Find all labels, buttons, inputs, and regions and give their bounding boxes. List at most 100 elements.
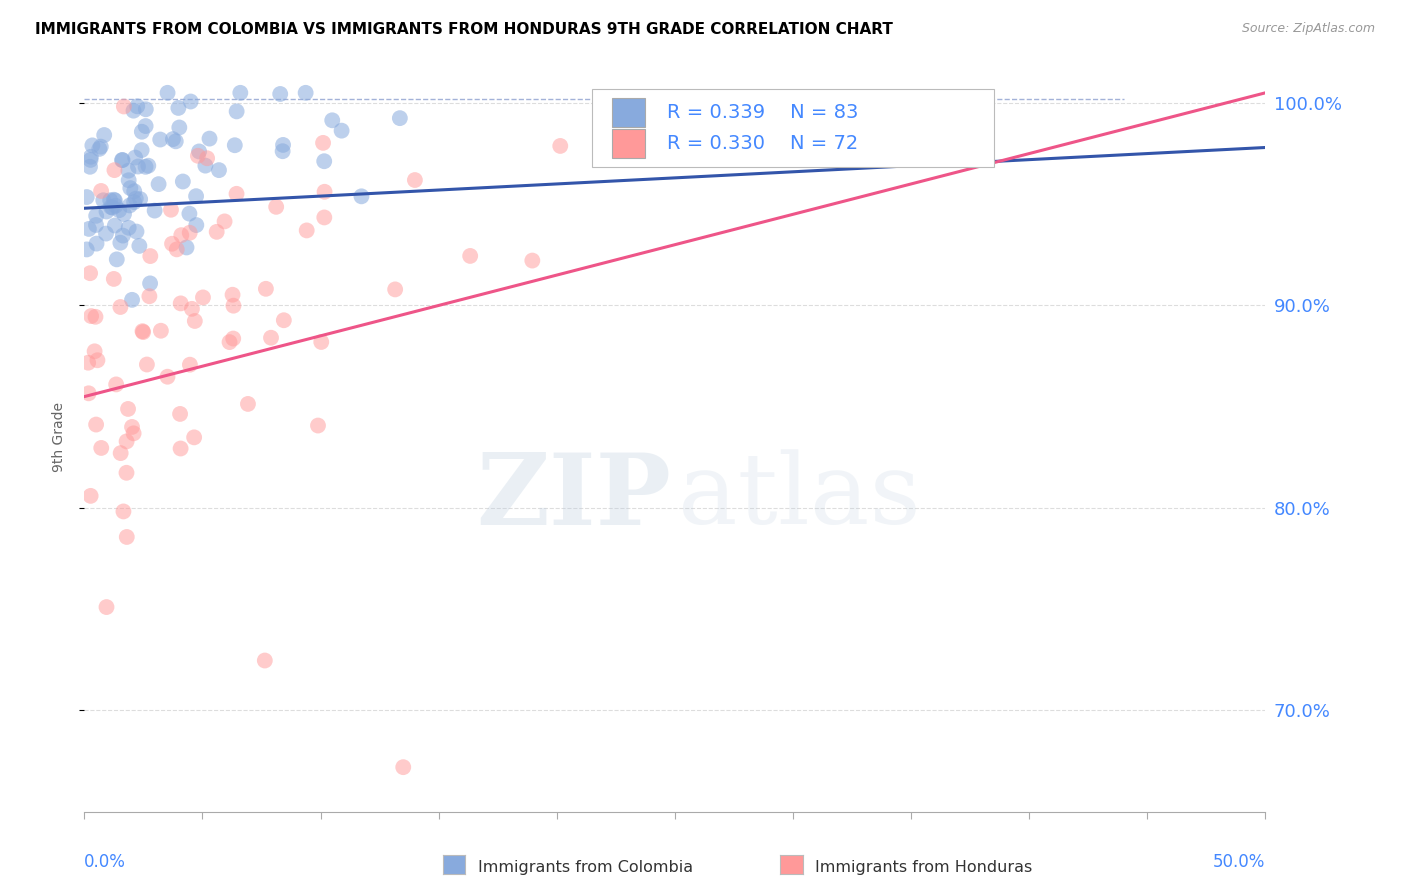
Point	[90, 139, 112, 153]
Point	[180, 95, 202, 109]
Point	[118, 220, 141, 235]
Point	[162, 132, 184, 146]
Point	[111, 153, 134, 167]
Point	[90, 441, 112, 455]
Point	[93, 128, 115, 142]
Point	[84, 417, 107, 432]
Point	[404, 173, 426, 187]
Point	[112, 504, 135, 518]
Point	[176, 240, 198, 254]
Point	[112, 207, 135, 221]
Text: Source: ZipAtlas.com: Source: ZipAtlas.com	[1241, 22, 1375, 36]
Point	[79, 489, 101, 503]
Point	[169, 442, 191, 456]
Point	[82, 138, 104, 153]
Text: 50.0%: 50.0%	[1213, 853, 1265, 871]
Point	[179, 226, 201, 240]
Point	[86, 353, 108, 368]
Point	[94, 227, 117, 241]
Point	[166, 243, 188, 257]
Point	[172, 174, 194, 188]
Point	[76, 190, 98, 204]
Point	[117, 163, 139, 178]
Point	[105, 252, 128, 267]
Point	[77, 222, 100, 236]
Point	[117, 401, 139, 416]
Point	[214, 214, 236, 228]
Point	[136, 159, 159, 173]
Point	[187, 149, 209, 163]
Point	[384, 282, 406, 296]
Point	[225, 186, 247, 201]
Point	[129, 192, 152, 206]
Point	[80, 150, 103, 164]
Point	[314, 154, 336, 169]
Point	[121, 420, 143, 434]
Point	[225, 104, 247, 119]
Point	[522, 253, 544, 268]
Point	[121, 293, 143, 307]
Point	[184, 189, 207, 203]
Point	[179, 207, 201, 221]
Point	[83, 344, 105, 359]
Point	[128, 239, 150, 253]
Point	[122, 195, 145, 210]
Point	[181, 301, 204, 316]
Point	[127, 160, 149, 174]
Point	[195, 151, 218, 165]
Point	[312, 136, 335, 150]
Point	[135, 160, 157, 174]
Point	[294, 86, 316, 100]
Point	[188, 145, 211, 159]
Point	[135, 102, 157, 116]
Point	[321, 113, 343, 128]
Text: IMMIGRANTS FROM COLOMBIA VS IMMIGRANTS FROM HONDURAS 9TH GRADE CORRELATION CHART: IMMIGRANTS FROM COLOMBIA VS IMMIGRANTS F…	[35, 22, 893, 37]
Point	[122, 103, 145, 118]
Point	[110, 300, 132, 314]
Point	[170, 296, 193, 310]
Text: R = 0.330    N = 72: R = 0.330 N = 72	[666, 134, 858, 153]
Point	[84, 209, 107, 223]
Point	[314, 211, 336, 225]
Point	[132, 325, 155, 339]
Point	[115, 434, 138, 449]
Point	[224, 138, 246, 153]
Point	[194, 159, 217, 173]
Point	[108, 203, 131, 218]
Point	[156, 369, 179, 384]
Point	[350, 189, 373, 203]
Point	[118, 173, 141, 187]
Point	[127, 99, 149, 113]
Point	[110, 235, 132, 250]
Point	[264, 200, 287, 214]
Point	[169, 120, 191, 135]
Point	[271, 137, 294, 152]
Point	[115, 466, 138, 480]
Point	[273, 313, 295, 327]
Point	[135, 119, 157, 133]
Point	[90, 184, 112, 198]
Point	[131, 143, 153, 157]
Point	[96, 600, 118, 615]
Point	[98, 194, 121, 208]
Point	[91, 194, 114, 208]
Point	[156, 86, 179, 100]
Bar	[612, 129, 645, 158]
Point	[131, 125, 153, 139]
Text: atlas: atlas	[679, 450, 921, 545]
Point	[139, 277, 162, 291]
Point	[253, 653, 276, 667]
Point	[115, 530, 138, 544]
Point	[236, 397, 259, 411]
Point	[84, 218, 107, 232]
Point	[139, 249, 162, 263]
Point	[103, 163, 125, 178]
Point	[86, 236, 108, 251]
Point	[295, 223, 318, 237]
Point	[191, 290, 214, 304]
Point	[222, 332, 245, 346]
Point	[103, 272, 125, 286]
Point	[184, 314, 207, 328]
Point	[122, 184, 145, 198]
Point	[124, 151, 146, 165]
